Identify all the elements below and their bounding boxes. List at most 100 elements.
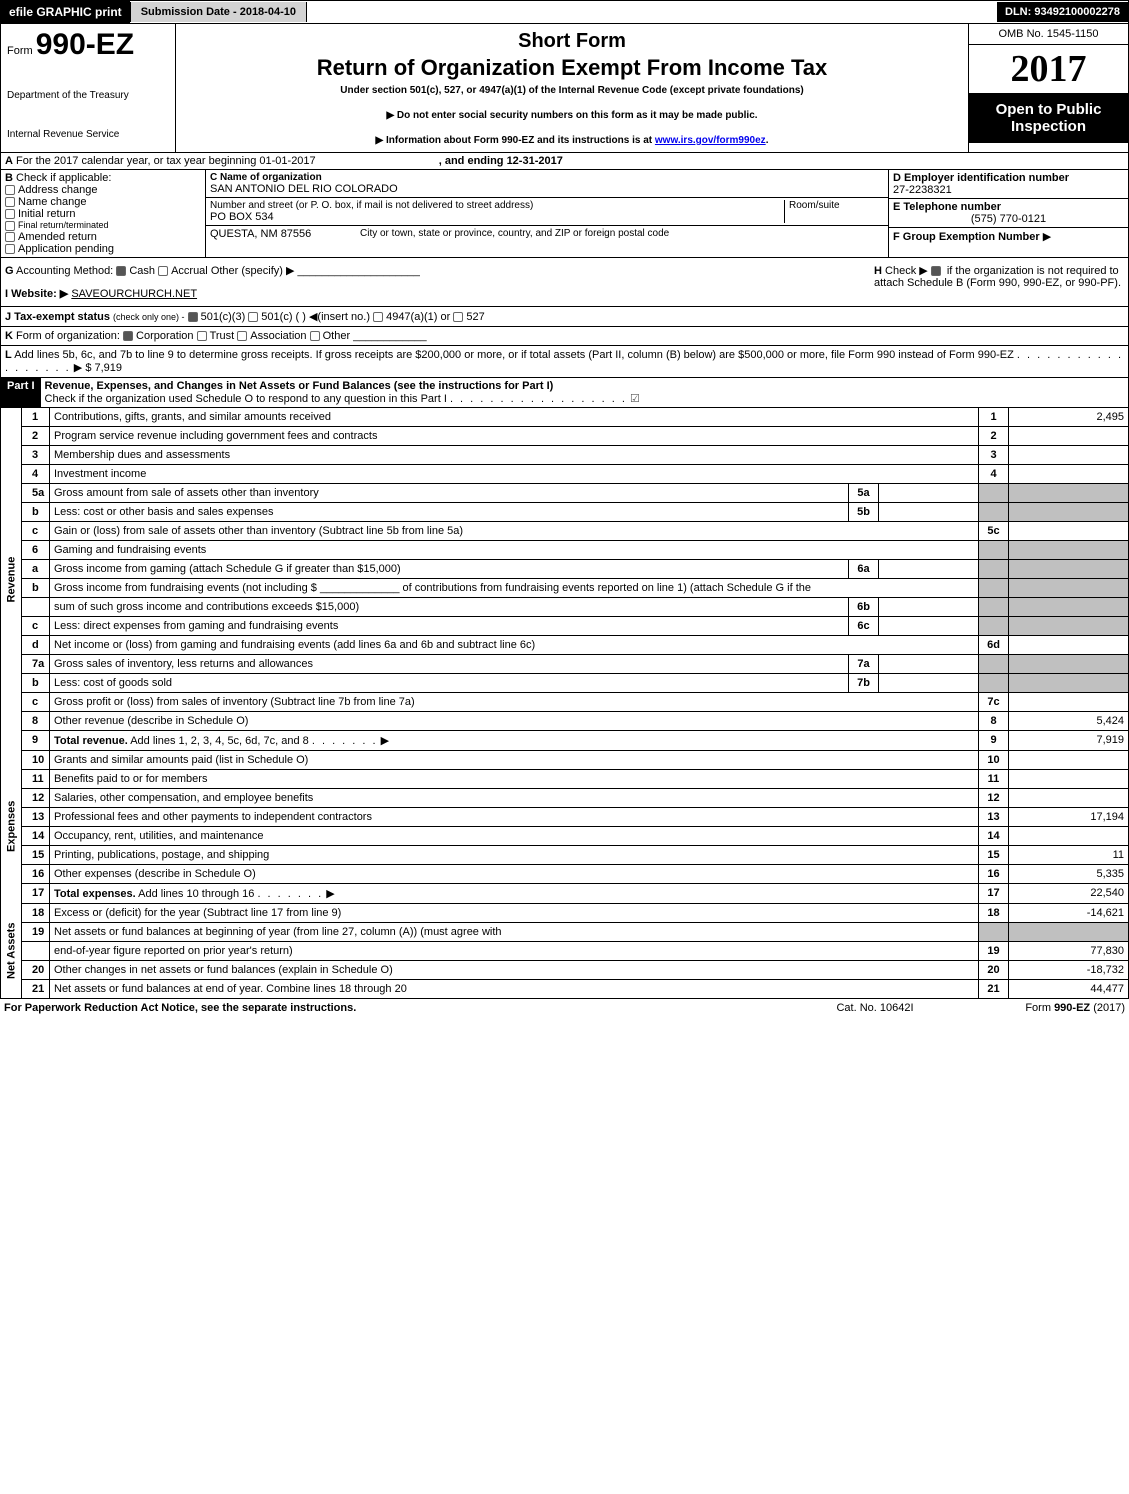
note2-text: ▶ Information about Form 990-EZ and its … (376, 135, 655, 146)
row-gh: G Accounting Method: Cash Accrual Other … (0, 258, 1129, 307)
checkbox-accrual[interactable] (158, 266, 168, 276)
mid-line-number: 5a (849, 483, 879, 502)
k-opt-1: Trust (210, 330, 235, 342)
line-number (22, 597, 50, 616)
line-a-label: A (5, 155, 13, 167)
line-number: 20 (22, 960, 50, 979)
checkbox-address-change[interactable] (5, 185, 15, 195)
e-label: E Telephone number (893, 201, 1001, 213)
checkbox-final-return[interactable] (5, 221, 15, 231)
k-opt-3: Other (323, 330, 351, 342)
line-description: Total expenses. Add lines 10 through 16 (50, 883, 979, 903)
checkbox-h[interactable] (931, 266, 941, 276)
line-description: Gross profit or (loss) from sales of inv… (50, 692, 979, 711)
line-num-right: 6d (979, 635, 1009, 654)
footer-left: For Paperwork Reduction Act Notice, see … (4, 1002, 775, 1014)
line-value (1009, 826, 1129, 845)
box-def: D Employer identification number 27-2238… (888, 170, 1128, 257)
line-number: b (22, 578, 50, 597)
section-label-revenue: Revenue (1, 408, 22, 751)
table-row: aGross income from gaming (attach Schedu… (1, 559, 1129, 578)
dln-label: DLN: 93492100002278 (997, 2, 1128, 22)
line-value (1009, 769, 1129, 788)
checkbox-501c[interactable] (248, 312, 258, 322)
bcdef-block: B Check if applicable: Address change Na… (0, 170, 1129, 258)
part-1-header: Part I Revenue, Expenses, and Changes in… (0, 378, 1129, 408)
line-num-right: 4 (979, 464, 1009, 483)
num-shaded (979, 540, 1009, 559)
checkbox-501c3[interactable] (188, 312, 198, 322)
line-number: 11 (22, 769, 50, 788)
line-description: Total revenue. Add lines 1, 2, 3, 4, 5c,… (50, 730, 979, 750)
line-num-right: 3 (979, 445, 1009, 464)
checkbox-other[interactable] (310, 331, 320, 341)
checkbox-application-pending[interactable] (5, 244, 15, 254)
line-value: -18,732 (1009, 960, 1129, 979)
table-row: 14Occupancy, rent, utilities, and mainte… (1, 826, 1129, 845)
val-shaded (1009, 540, 1129, 559)
line-num-right: 11 (979, 769, 1009, 788)
line-description: Program service revenue including govern… (50, 426, 979, 445)
line-number: 6 (22, 540, 50, 559)
line-number: 14 (22, 826, 50, 845)
org-name: SAN ANTONIO DEL RIO COLORADO (210, 183, 884, 195)
irs-link[interactable]: www.irs.gov/form990ez (655, 135, 766, 146)
open-to-public: Open to Public Inspection (969, 93, 1128, 143)
table-row: 19Net assets or fund balances at beginni… (1, 922, 1129, 941)
line-num-right: 16 (979, 864, 1009, 883)
val-shaded (1009, 597, 1129, 616)
mid-line-number: 7b (849, 673, 879, 692)
line-description: Gross sales of inventory, less returns a… (50, 654, 849, 673)
checkbox-initial-return[interactable] (5, 209, 15, 219)
line-value (1009, 521, 1129, 540)
line-number: 1 (22, 408, 50, 427)
val-shaded (1009, 578, 1129, 597)
schedule-o-checkbox[interactable] (630, 393, 640, 405)
l-label: L (5, 349, 12, 361)
section-label-netassets: Net Assets (1, 903, 22, 998)
mid-line-number: 5b (849, 502, 879, 521)
mid-line-number: 6b (849, 597, 879, 616)
box-b-label: B (5, 172, 13, 184)
val-shaded (1009, 922, 1129, 941)
val-shaded (1009, 483, 1129, 502)
mid-line-number: 6a (849, 559, 879, 578)
line-description: Printing, publications, postage, and shi… (50, 845, 979, 864)
cb-label-1: Name change (18, 196, 87, 208)
room-suite-label: Room/suite (784, 200, 884, 223)
j-sub: (check only one) - (113, 312, 185, 322)
checkbox-corporation[interactable] (123, 331, 133, 341)
line-number: 2 (22, 426, 50, 445)
f-arrow: ▶ (1043, 231, 1051, 243)
mid-value (879, 502, 979, 521)
checkbox-name-change[interactable] (5, 197, 15, 207)
checkbox-trust[interactable] (197, 331, 207, 341)
line-description: Salaries, other compensation, and employ… (50, 788, 979, 807)
mid-line-number: 6c (849, 616, 879, 635)
table-row: cGross profit or (loss) from sales of in… (1, 692, 1129, 711)
checkbox-cash[interactable] (116, 266, 126, 276)
line-value: 5,424 (1009, 711, 1129, 730)
line-description: Excess or (deficit) for the year (Subtra… (50, 903, 979, 922)
line-number: 17 (22, 883, 50, 903)
line-number: 12 (22, 788, 50, 807)
checkbox-4947[interactable] (373, 312, 383, 322)
line-number: 3 (22, 445, 50, 464)
line-value (1009, 464, 1129, 483)
part-1-table: Revenue1Contributions, gifts, grants, an… (0, 408, 1129, 999)
box-b-check-text: Check if applicable: (16, 172, 111, 184)
line-number: 5a (22, 483, 50, 502)
submission-date: Submission Date - 2018-04-10 (130, 2, 307, 22)
part-1-label: Part I (1, 378, 41, 407)
mid-value (879, 597, 979, 616)
checkbox-association[interactable] (237, 331, 247, 341)
table-row: 17Total expenses. Add lines 10 through 1… (1, 883, 1129, 903)
table-row: 7aGross sales of inventory, less returns… (1, 654, 1129, 673)
c-street-label: Number and street (or P. O. box, if mail… (210, 200, 784, 211)
checkbox-amended-return[interactable] (5, 232, 15, 242)
line-value: 7,919 (1009, 730, 1129, 750)
header-left: Form 990-EZ Department of the Treasury I… (1, 24, 176, 152)
efile-print-button[interactable]: efile GRAPHIC print (1, 1, 130, 23)
checkbox-527[interactable] (453, 312, 463, 322)
table-row: 13Professional fees and other payments t… (1, 807, 1129, 826)
